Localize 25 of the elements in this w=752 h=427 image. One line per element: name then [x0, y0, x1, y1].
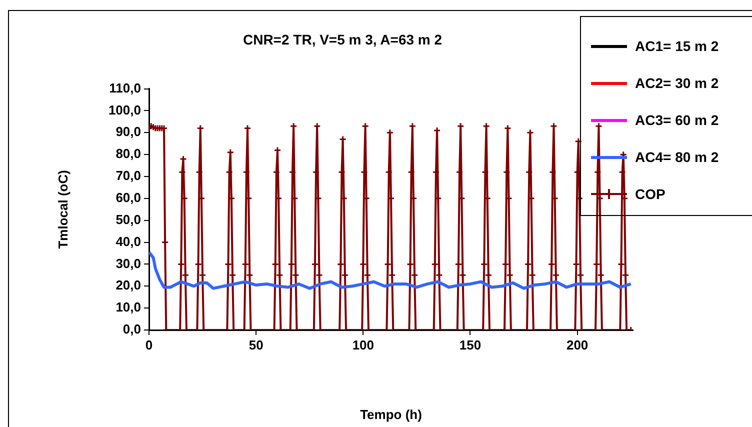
y-tick-label: 0,0 [122, 322, 141, 337]
x-tick-label: 50 [248, 337, 264, 352]
legend-label: AC3= 60 m 2 [635, 112, 719, 128]
y-tick-label: 110,0 [109, 80, 141, 96]
y-tick-label: 20,0 [116, 278, 141, 293]
y-tick-label: 60,0 [116, 190, 141, 206]
legend-label: COP [635, 186, 666, 202]
legend-label: AC1= 15 m 2 [635, 38, 719, 54]
legend-label: AC2= 30 m 2 [635, 74, 719, 90]
y-tick-label: 80,0 [116, 146, 141, 162]
y-tick-label: 10,0 [116, 300, 141, 315]
y-tick-label: 30,0 [116, 256, 141, 271]
legend-label: AC4= 80 m 2 [635, 148, 719, 164]
y-axis-title: Tmlocal (oC) [55, 170, 70, 249]
y-tick-label: 50,0 [116, 212, 141, 227]
y-tick-label: 70,0 [116, 168, 141, 184]
y-tick-label: 90,0 [116, 124, 141, 140]
x-tick-label: 150 [459, 337, 482, 352]
x-tick-label: 0 [145, 337, 153, 352]
y-tick-label: 40,0 [116, 234, 141, 249]
y-tick-label: 100,0 [108, 102, 141, 118]
x-tick-label: 100 [352, 337, 374, 352]
x-tick-label: 200 [566, 337, 588, 352]
x-axis-title: Tempo (h) [360, 406, 422, 422]
chart-title: CNR=2 TR, V=5 m 3, A=63 m 2 [242, 31, 442, 48]
